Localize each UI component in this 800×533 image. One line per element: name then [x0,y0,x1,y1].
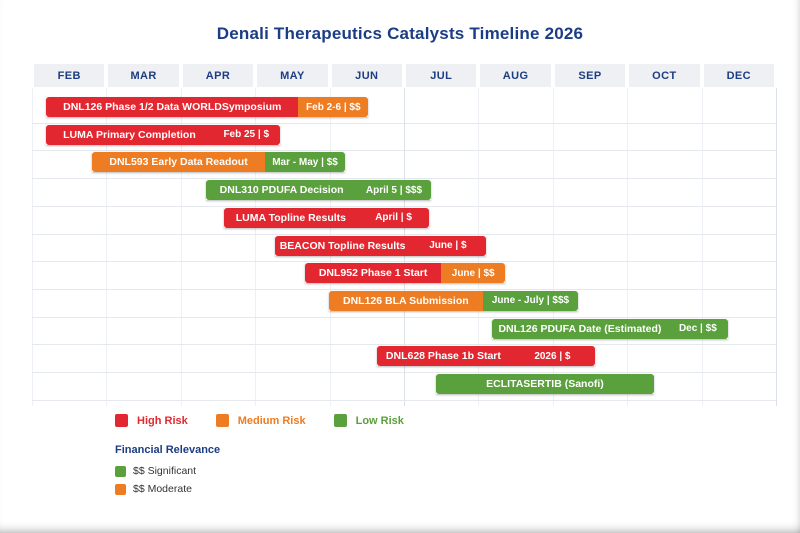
event-label: ECLITASERTIB (Sanofi) [435,374,654,394]
risk-legend-label: Medium Risk [237,414,306,427]
event-bar: DNL628 Phase 1b Start 2026 | $ [377,346,596,367]
month-header-cell: APR [182,64,254,87]
month-header-cell: AUG [480,64,551,87]
grid-hline [32,205,776,207]
red-risk-swatch [115,414,128,427]
financial-legend-item: $$ Significant [115,465,220,477]
grid-hline [32,233,776,235]
month-header-cell: SEP [554,64,626,87]
event-tag: Mar - May | $$ [264,152,346,173]
risk-legend-item: Medium Risk [215,414,306,427]
event-label: DNL126 PDUFA Date (Estimated) [491,318,669,339]
event-label: DNL593 Early Data Readout [92,152,265,173]
financial-legend-title: Financial Relevance [115,444,221,456]
event-bar: LUMA Primary Completion Feb 25 | $ [46,124,280,145]
orange-risk-swatch [215,414,229,427]
event-bar: DNL126 BLA Submission June - July | $$$ [328,290,579,311]
event-bar: DNL310 PDUFA Decision April 5 | $$$ [206,180,431,201]
grid-vline [552,88,554,406]
grid-hline [32,372,776,373]
financial-legend-label: $$ Moderate [133,483,192,495]
grid-hline [32,178,776,180]
green-financial-swatch [115,465,126,477]
grid-hline [32,344,776,346]
event-bar: DNL952 Phase 1 Start June | $$ [305,263,506,284]
risk-legend-item: Low Risk [333,414,404,427]
grid-vline [776,88,777,406]
grid-hline [32,150,776,152]
event-bar: DNL126 PDUFA Date (Estimated) Dec | $$ [491,318,728,339]
timeline-grid: DNL126 Phase 1/2 Data WORLDSymposium Feb … [32,88,777,406]
grid-vline [255,88,257,406]
grid-hline [32,316,776,318]
event-label: DNL126 Phase 1/2 Data WORLDSymposium [46,97,299,117]
grid-hline [32,399,776,401]
event-label: BEACON Topline Results [275,235,410,256]
grid-vline [32,88,33,406]
grid-hline [32,261,776,263]
risk-legend-label: High Risk [137,414,188,427]
risk-legend: High Risk Medium Risk Low Risk [115,414,404,427]
event-bar: ECLITASERTIB (Sanofi) [435,374,654,394]
event-tag: April | $ [357,207,430,228]
chart-title: Denali Therapeutics Catalysts Timeline 2… [216,24,584,43]
event-label: LUMA Topline Results [223,207,358,228]
month-header-cell: MAR [108,64,179,87]
event-label: DNL952 Phase 1 Start [305,263,442,284]
risk-legend-label: Low Risk [355,414,404,427]
event-bar: DNL126 Phase 1/2 Data WORLDSymposium Feb … [46,97,369,117]
grid-hline [32,288,776,290]
orange-financial-swatch [115,483,126,495]
grid-vline [180,88,182,406]
event-bar: LUMA Topline Results April | $ [223,207,430,228]
event-tag: June - July | $$$ [482,290,579,311]
event-label: DNL628 Phase 1b Start [377,346,510,367]
event-tag: Feb 2-6 | $$ [298,97,369,117]
grid-vline [106,88,108,406]
event-tag: 2026 | $ [509,346,596,367]
month-header-cell: MAY [257,64,328,87]
event-tag: Feb 25 | $ [212,124,280,145]
grid-hline [32,122,776,124]
grid-vline [701,88,703,406]
event-label: DNL310 PDUFA Decision [206,180,358,201]
event-bar: BEACON Topline Results June | $ [275,235,486,256]
event-tag: April 5 | $$$ [357,180,431,201]
month-header-cell: DEC [703,64,774,87]
financial-legend-label: $$ Significant [133,465,197,477]
event-tag: June | $ [409,235,486,256]
event-tag: June | $$ [441,263,506,284]
financial-legend-items: $$ Significant $$ Moderate [115,465,220,495]
month-header-cell: FEB [34,64,105,87]
green-risk-swatch [333,414,347,427]
month-header-row: FEB MAR APR MAY JUN JUL AUG SEP OCT DEC [32,64,776,87]
month-header-cell: JUL [406,64,477,87]
event-tag: Dec | $$ [668,318,728,339]
month-header-cell: JUN [331,64,402,87]
event-bar: DNL593 Early Data Readout Mar - May | $$ [92,152,346,173]
event-label: LUMA Primary Completion [46,124,213,145]
month-header-cell: OCT [629,64,700,87]
financial-legend: Financial Relevance $$ Significant $$ Mod… [115,444,220,501]
grid-vline [627,88,629,406]
event-label: DNL126 BLA Submission [328,290,483,311]
financial-legend-item: $$ Moderate [115,483,220,495]
risk-legend-item: High Risk [115,414,188,427]
